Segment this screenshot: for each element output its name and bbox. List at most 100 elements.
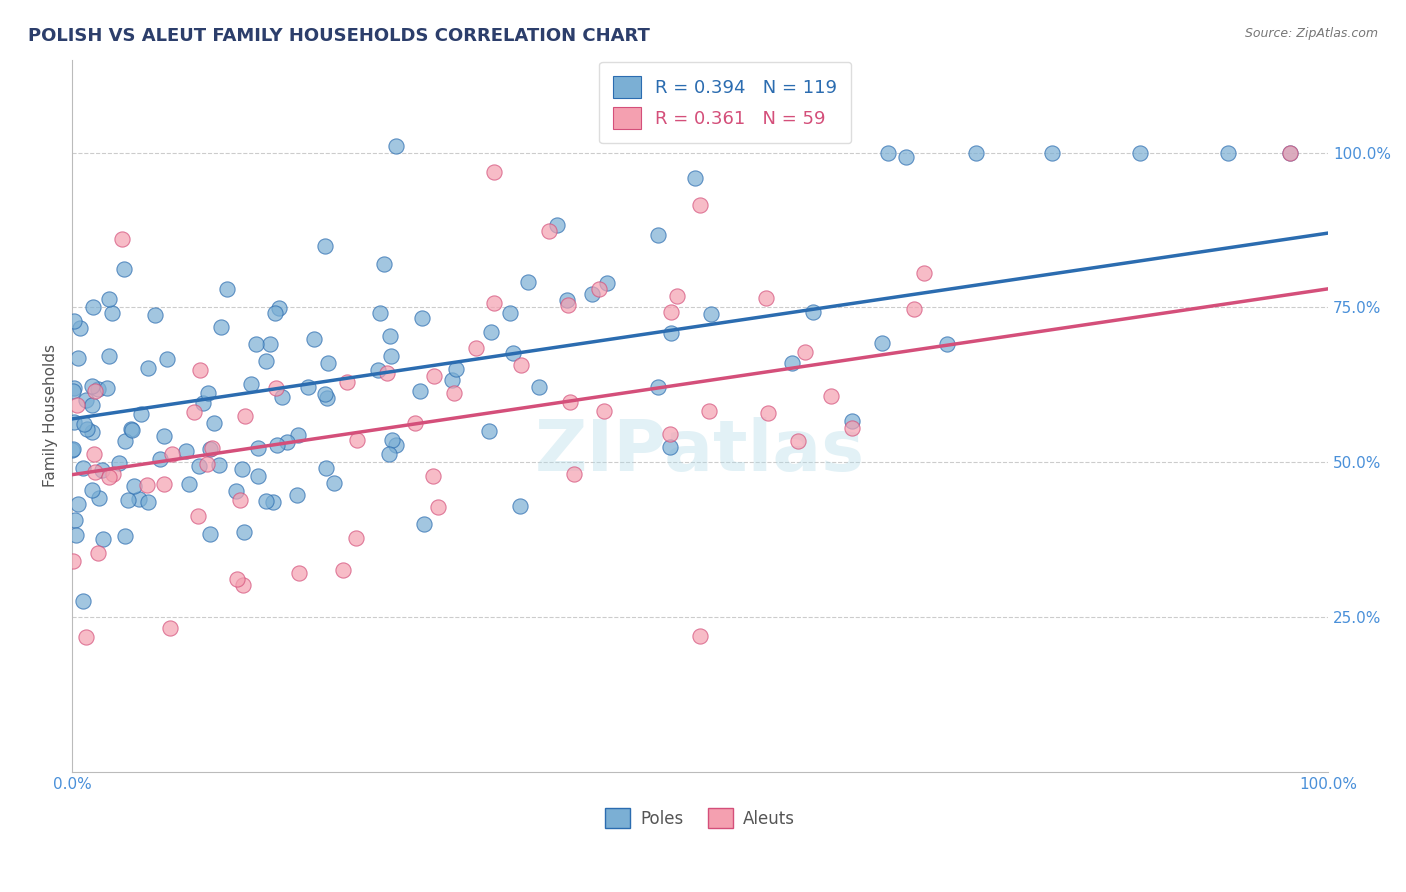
Aleuts bbox=[794, 345, 817, 359]
Poles bbox=[380, 349, 402, 363]
Aleuts bbox=[183, 404, 205, 418]
Poles bbox=[446, 361, 468, 376]
Aleuts bbox=[229, 493, 252, 508]
Aleuts bbox=[75, 630, 97, 644]
Aleuts bbox=[97, 470, 120, 484]
Poles bbox=[527, 380, 550, 394]
Aleuts bbox=[344, 531, 367, 545]
Aleuts bbox=[689, 629, 711, 643]
Aleuts bbox=[152, 477, 174, 491]
Poles bbox=[82, 425, 104, 439]
Poles bbox=[73, 417, 96, 431]
Point bbox=[965, 145, 987, 160]
Aleuts bbox=[83, 465, 105, 479]
Poles bbox=[122, 478, 145, 492]
Aleuts bbox=[658, 426, 681, 441]
Poles bbox=[596, 276, 619, 290]
Aleuts bbox=[346, 434, 368, 448]
Poles bbox=[385, 438, 408, 452]
Poles bbox=[381, 433, 404, 447]
Poles bbox=[659, 326, 682, 340]
Aleuts bbox=[510, 358, 533, 372]
Poles bbox=[440, 373, 463, 387]
Poles bbox=[62, 381, 84, 395]
Poles bbox=[378, 329, 401, 343]
Poles bbox=[801, 305, 824, 319]
Poles bbox=[240, 377, 263, 392]
Poles bbox=[254, 493, 277, 508]
Point bbox=[1129, 145, 1152, 160]
Aleuts bbox=[84, 384, 107, 398]
Poles bbox=[209, 320, 232, 334]
Poles bbox=[413, 517, 436, 532]
Aleuts bbox=[66, 398, 89, 412]
Poles bbox=[188, 458, 211, 473]
Poles bbox=[269, 301, 291, 315]
Poles bbox=[82, 300, 104, 314]
Poles bbox=[302, 332, 325, 346]
Poles bbox=[499, 306, 522, 320]
Aleuts bbox=[332, 564, 354, 578]
Poles bbox=[117, 493, 139, 508]
Aleuts bbox=[83, 446, 105, 460]
Aleuts bbox=[423, 369, 446, 384]
Poles bbox=[63, 415, 86, 429]
Poles bbox=[217, 282, 239, 296]
Poles bbox=[197, 385, 219, 400]
Aleuts bbox=[562, 467, 585, 481]
Aleuts bbox=[225, 573, 247, 587]
Poles bbox=[82, 398, 104, 412]
Poles bbox=[316, 355, 339, 369]
Poles bbox=[114, 434, 136, 448]
Poles bbox=[516, 275, 538, 289]
Aleuts bbox=[443, 385, 465, 400]
Aleuts bbox=[264, 381, 287, 395]
Poles bbox=[271, 391, 294, 405]
Poles bbox=[75, 393, 97, 408]
Point bbox=[877, 145, 900, 160]
Poles bbox=[409, 384, 432, 399]
Poles bbox=[136, 495, 159, 509]
Poles bbox=[266, 438, 288, 452]
Poles bbox=[285, 488, 308, 502]
Aleuts bbox=[187, 509, 209, 524]
Aleuts bbox=[160, 447, 183, 461]
Poles bbox=[233, 525, 256, 540]
Poles bbox=[80, 379, 103, 393]
Poles bbox=[114, 529, 136, 543]
Poles bbox=[264, 306, 287, 320]
Poles bbox=[297, 380, 319, 394]
Poles bbox=[96, 381, 118, 395]
Poles bbox=[62, 442, 84, 456]
Aleuts bbox=[588, 282, 610, 296]
Aleuts bbox=[288, 566, 311, 580]
Poles bbox=[112, 262, 135, 277]
Aleuts bbox=[101, 467, 124, 481]
Aleuts bbox=[159, 621, 181, 635]
Poles bbox=[198, 442, 221, 456]
Aleuts bbox=[336, 375, 359, 389]
Aleuts bbox=[912, 266, 935, 280]
Aleuts bbox=[558, 394, 581, 409]
Poles bbox=[91, 532, 114, 546]
Poles bbox=[231, 462, 253, 476]
Poles bbox=[202, 417, 225, 431]
Point bbox=[1040, 145, 1063, 160]
Poles bbox=[72, 593, 94, 607]
Poles bbox=[136, 361, 159, 376]
Aleuts bbox=[841, 420, 863, 434]
Point bbox=[1216, 145, 1239, 160]
Poles bbox=[262, 495, 284, 509]
Aleuts bbox=[786, 434, 808, 448]
Poles bbox=[385, 139, 408, 153]
Poles bbox=[156, 351, 179, 366]
Poles bbox=[128, 492, 150, 507]
Poles bbox=[153, 429, 176, 443]
Poles bbox=[69, 321, 91, 335]
Poles bbox=[478, 424, 501, 438]
Aleuts bbox=[62, 554, 84, 568]
Aleuts bbox=[87, 546, 110, 560]
Poles bbox=[100, 306, 122, 320]
Poles bbox=[659, 441, 682, 455]
Poles bbox=[316, 391, 339, 405]
